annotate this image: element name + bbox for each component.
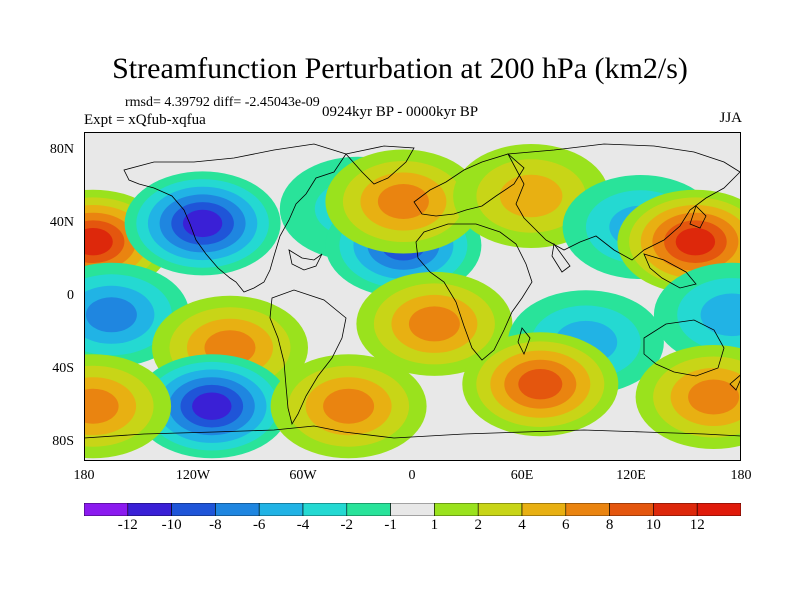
colorbar-cell bbox=[696, 503, 741, 516]
colorbar-label: 2 bbox=[474, 517, 482, 533]
colorbar-label: -6 bbox=[252, 517, 266, 533]
contour-level-6 bbox=[408, 306, 460, 342]
lon-label-180w: 180 bbox=[73, 468, 95, 483]
colorbar-label: 1 bbox=[430, 517, 439, 533]
anomaly-center-17 bbox=[84, 354, 172, 459]
colorbar-cell bbox=[215, 503, 260, 516]
colorbar-label: -8 bbox=[209, 517, 222, 533]
contour-level-6 bbox=[377, 184, 429, 219]
colorbar-cell bbox=[434, 503, 479, 516]
colorbar-label: 4 bbox=[518, 517, 526, 533]
lat-label-80s: 80S bbox=[52, 434, 74, 449]
colorbar-cell bbox=[477, 503, 523, 516]
contour-level--10 bbox=[182, 209, 223, 238]
colorbar-label: -10 bbox=[161, 517, 182, 533]
colorbar-cell bbox=[346, 503, 391, 516]
lon-label-60w: 60W bbox=[289, 468, 317, 483]
colorbar-cell bbox=[171, 503, 216, 516]
colorbar-label: 8 bbox=[605, 517, 614, 533]
anomaly-center-15 bbox=[462, 332, 619, 437]
colorbar-cell bbox=[127, 503, 172, 516]
plot-title: Streamfunction Perturbation at 200 hPa (… bbox=[112, 52, 688, 85]
contour-level--4 bbox=[700, 293, 741, 337]
experiment-label: Expt = xQfub-xqfua bbox=[84, 112, 206, 128]
asia-coast bbox=[507, 143, 741, 261]
contour-map bbox=[84, 132, 741, 461]
rmsd-diff-stats: rmsd= 4.39792 diff= -2.45043e-09 bbox=[125, 95, 320, 110]
north-america-coast bbox=[123, 143, 347, 293]
australia-coast bbox=[643, 319, 725, 377]
contour-level-10 bbox=[675, 228, 716, 256]
anomaly-center-16 bbox=[635, 345, 741, 449]
anomaly-center-13 bbox=[133, 354, 290, 459]
lat-label-40n: 40N bbox=[49, 215, 74, 230]
colorbar-label: -4 bbox=[296, 517, 310, 533]
contour-level-6 bbox=[84, 388, 119, 424]
antarctica-coast bbox=[84, 425, 741, 439]
lat-label-0: 0 bbox=[67, 288, 74, 303]
map-panel bbox=[84, 132, 741, 461]
lat-label-80n: 80N bbox=[49, 142, 74, 157]
contour-level-10 bbox=[84, 228, 113, 256]
colorbar-label: 10 bbox=[645, 517, 661, 533]
colorbar-cell bbox=[84, 503, 129, 516]
lon-label-120e: 120E bbox=[616, 468, 646, 483]
colorbar-cell bbox=[653, 503, 698, 516]
contour-level--10 bbox=[192, 392, 232, 420]
india-coast bbox=[551, 242, 571, 273]
colorbar-label: -1 bbox=[384, 517, 397, 533]
japan-coast bbox=[689, 205, 707, 229]
colorbar-label: 6 bbox=[562, 517, 570, 533]
southeast-asia-coast bbox=[643, 253, 697, 289]
colorbar-cell bbox=[565, 503, 610, 516]
season-label: JJA bbox=[719, 110, 742, 126]
contour-level-4 bbox=[499, 174, 563, 218]
lon-label-0: 0 bbox=[408, 468, 416, 483]
anomaly-center-12 bbox=[653, 262, 741, 367]
colorbar-label: -2 bbox=[340, 517, 354, 533]
lon-label-120w: 120W bbox=[175, 468, 211, 483]
anomaly-center-4 bbox=[325, 149, 482, 254]
greenland-coast bbox=[345, 145, 415, 185]
colorbar bbox=[84, 503, 741, 516]
colorbar-label: 12 bbox=[689, 517, 705, 533]
map-frame bbox=[84, 132, 741, 461]
europe-coast bbox=[413, 153, 525, 217]
lon-label-60e: 60E bbox=[510, 468, 534, 483]
contour-level-6 bbox=[323, 388, 375, 424]
gulf-of-mexico-coast bbox=[288, 249, 323, 271]
colorbar-label: -12 bbox=[117, 517, 138, 533]
contour-level--6 bbox=[85, 297, 137, 333]
madagascar-coast bbox=[517, 327, 531, 355]
anomaly-center-14 bbox=[270, 354, 427, 459]
coastlines bbox=[84, 143, 741, 439]
colorbar-cell bbox=[609, 503, 654, 516]
colorbar-cell bbox=[390, 503, 435, 516]
contour-level-8 bbox=[518, 369, 563, 400]
period-label: 0924kyr BP - 0000kyr BP bbox=[322, 104, 479, 120]
anomaly-center-1 bbox=[124, 171, 281, 276]
colorbar-cell bbox=[521, 503, 567, 516]
lat-label-40s: 40S bbox=[52, 361, 74, 376]
africa-coast bbox=[415, 223, 533, 361]
south-america-coast bbox=[269, 289, 347, 426]
lon-label-180e: 180 bbox=[730, 468, 752, 483]
colorbar-cell bbox=[302, 503, 348, 516]
contour-level-6 bbox=[688, 379, 740, 415]
colorbar-cell bbox=[258, 503, 304, 516]
